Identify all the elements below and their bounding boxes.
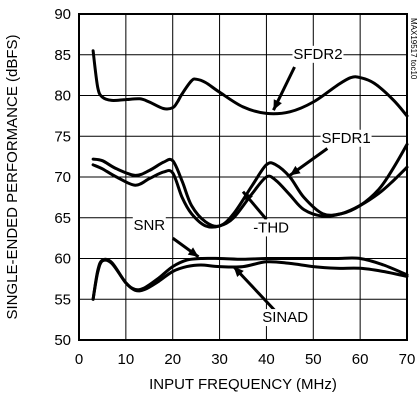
y-axis-title: SINGLE-ENDED PERFORMANCE (dBFS)	[4, 34, 21, 319]
series-line-thd	[91, 163, 409, 229]
pointer-arrowhead-sinad	[233, 266, 244, 278]
x-tick-labels: 0 10 20 30 40 50 60 70	[75, 351, 416, 368]
series-label-sfdr1: SFDR1	[321, 130, 370, 147]
series-line-sinad	[91, 258, 409, 301]
series-label-bg	[250, 219, 293, 237]
plot-frame	[78, 13, 408, 341]
series-curves	[91, 49, 409, 301]
grid	[79, 14, 407, 340]
series-label-sfdr2: SFDR2	[293, 46, 342, 63]
x-tick-label: 0	[75, 351, 83, 368]
x-axis-title: INPUT FREQUENCY (MHz)	[149, 376, 337, 393]
y-tick-label: 55	[54, 291, 71, 308]
y-tick-label: 75	[54, 128, 71, 145]
pointer-line-sinad	[232, 265, 277, 313]
y-tick-label: 85	[54, 47, 71, 64]
y-tick-label: 65	[54, 210, 71, 227]
series-label-bg	[259, 309, 311, 327]
figure-id-watermark: MAX19517 toc10	[409, 18, 418, 80]
y-tick-label: 90	[54, 6, 71, 23]
y-tick-label: 60	[54, 251, 71, 268]
series-label-sinad: SINAD	[262, 309, 308, 326]
y-tick-label: 80	[54, 88, 71, 105]
y-tick-label: 50	[54, 332, 71, 349]
x-tick-label: 40	[258, 351, 275, 368]
x-tick-label: 30	[211, 351, 228, 368]
x-tick-label: 60	[352, 351, 369, 368]
pointer-arrowhead-sfdr2	[273, 99, 282, 111]
x-tick-label: 10	[118, 351, 135, 368]
pointer-arrowhead-sfdr1	[289, 165, 301, 176]
series-line-sfdr2	[91, 49, 409, 118]
series-label-thd: -THD	[253, 219, 289, 236]
series-label-bg	[292, 45, 344, 63]
pointer-arrowhead-thd	[243, 191, 253, 203]
series-label-snr: SNR	[133, 217, 165, 234]
series-annotations: SFDR2 SFDR1 -THD SNR SINAD	[132, 45, 372, 327]
pointer-arrowhead-snr	[187, 247, 199, 257]
x-tick-label: 20	[164, 351, 181, 368]
y-tick-labels: 50 55 60 65 70 75 80 85 90	[54, 6, 71, 349]
y-tick-label: 70	[54, 169, 71, 186]
x-tick-label: 70	[399, 351, 416, 368]
series-label-bg	[320, 129, 372, 147]
series-label-bg	[132, 216, 166, 234]
x-tick-label: 50	[305, 351, 322, 368]
